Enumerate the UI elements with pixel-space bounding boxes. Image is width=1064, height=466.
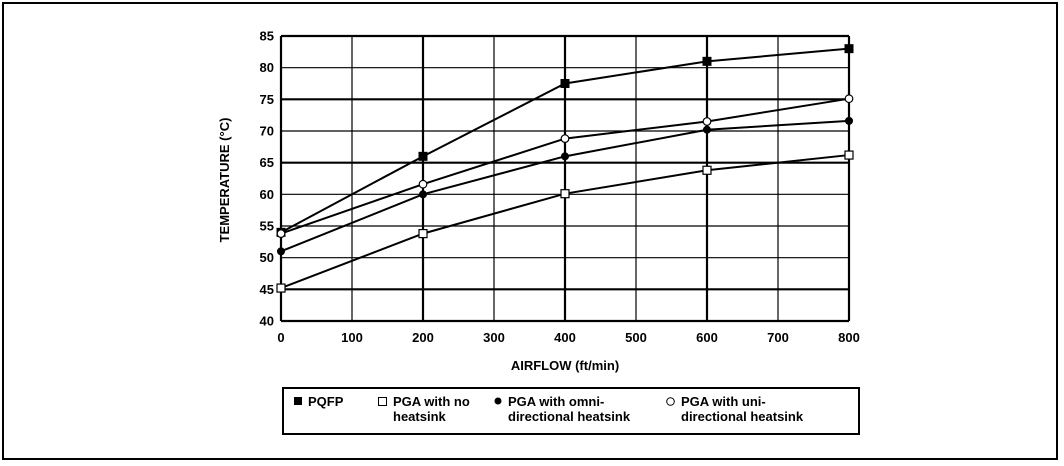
data-point <box>418 151 428 161</box>
data-point <box>844 44 854 54</box>
y-tick-label: 40 <box>260 314 274 329</box>
series-markers <box>276 44 854 293</box>
data-point <box>702 117 712 126</box>
data-point <box>276 283 286 293</box>
y-tick-label: 65 <box>260 155 274 170</box>
x-tick-labels: 0 100 200 300 400 500 600 700 800 <box>277 330 859 345</box>
data-point <box>560 134 570 144</box>
data-point <box>844 150 854 160</box>
legend-item-pqfp: PQFP <box>294 394 343 409</box>
data-point <box>418 179 428 189</box>
data-point <box>703 125 711 134</box>
x-tick-label: 800 <box>838 330 860 345</box>
x-tick-label: 700 <box>767 330 789 345</box>
line-chart: 0 100 200 300 400 500 600 700 800 40 45 50 55 60 65 70… <box>217 29 860 374</box>
legend-item-pga-uni: PGA with uni- directional heatsink <box>666 394 803 424</box>
x-tick-label: 500 <box>625 330 647 345</box>
y-tick-label: 45 <box>260 282 274 297</box>
x-tick-label: 300 <box>483 330 505 345</box>
open-circle-icon <box>666 397 675 406</box>
y-tick-label: 50 <box>260 250 274 265</box>
x-tick-label: 200 <box>412 330 434 345</box>
data-point <box>419 190 427 199</box>
data-point <box>844 94 854 104</box>
grid <box>279 34 851 323</box>
legend-label: PQFP <box>308 394 344 409</box>
y-tick-label: 55 <box>260 219 274 234</box>
legend-item-pga-no-heatsink: PGA with no heatsink <box>378 394 470 424</box>
filled-square-icon <box>294 397 302 405</box>
figure-frame <box>2 2 1058 460</box>
data-point <box>560 79 570 88</box>
data-point <box>845 116 853 125</box>
data-point <box>560 189 570 199</box>
x-tick-label: 100 <box>341 330 363 345</box>
data-point <box>277 247 285 256</box>
legend-label: PGA with no heatsink <box>393 394 470 424</box>
y-tick-labels: 40 45 50 55 60 65 70 75 80 85 <box>260 29 274 329</box>
y-tick-label: 80 <box>260 60 274 75</box>
data-point <box>561 152 569 161</box>
legend: PQFP PGA with no heatsink PGA with omni-… <box>282 387 860 435</box>
x-tick-label: 600 <box>696 330 718 345</box>
data-point <box>702 165 712 175</box>
legend-item-pga-omni: PGA with omni- directional heatsink <box>494 394 630 424</box>
data-point <box>276 229 286 239</box>
x-tick-label: 0 <box>277 330 284 345</box>
data-point <box>702 56 712 66</box>
y-tick-label: 85 <box>260 29 274 44</box>
open-square-icon <box>378 397 387 406</box>
legend-label: PGA with omni- directional heatsink <box>508 394 631 424</box>
legend-label: PGA with uni- directional heatsink <box>681 394 804 424</box>
y-tick-label: 70 <box>260 124 274 139</box>
y-axis-label: TEMPERATURE (°C) <box>217 118 232 243</box>
y-tick-label: 75 <box>260 92 274 107</box>
data-point <box>418 229 428 239</box>
filled-circle-icon <box>494 397 502 405</box>
y-tick-label: 60 <box>260 187 274 202</box>
x-axis-label: AIRFLOW (ft/min) <box>511 358 619 373</box>
x-tick-label: 400 <box>554 330 576 345</box>
